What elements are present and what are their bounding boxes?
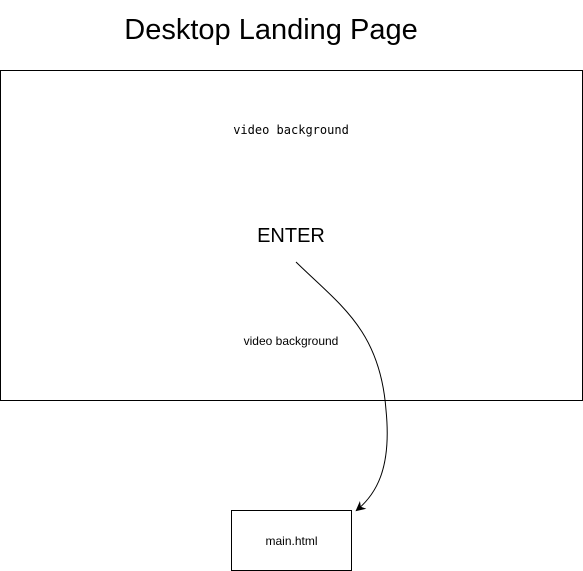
page-title: Desktop Landing Page — [124, 14, 418, 46]
enter-button[interactable]: ENTER — [257, 225, 325, 247]
landing-page-frame — [0, 70, 583, 401]
video-background-label-bottom: video background — [243, 334, 339, 348]
main-html-label: main.html — [265, 534, 318, 548]
video-background-label-top: video background — [233, 123, 349, 137]
main-html-node: main.html — [231, 510, 352, 571]
